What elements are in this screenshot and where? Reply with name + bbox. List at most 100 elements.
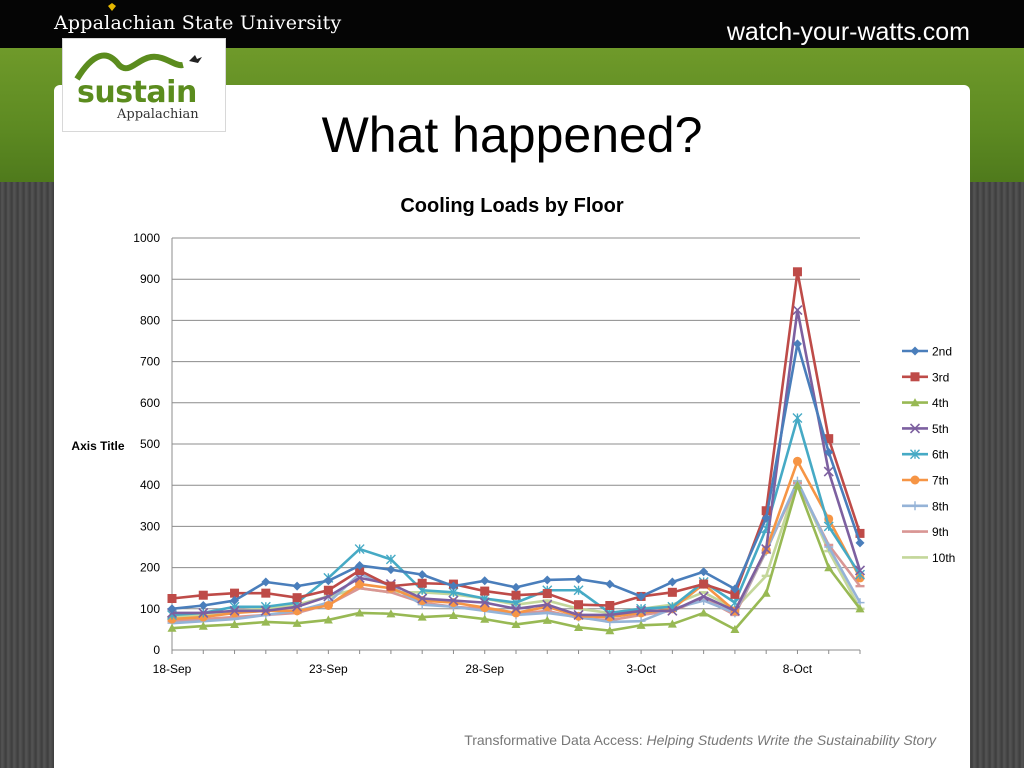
- data-point: [855, 528, 865, 538]
- data-point: [910, 475, 920, 485]
- data-point: [824, 447, 834, 457]
- sustain-logo: sustain Appalachian: [62, 38, 226, 132]
- data-point: [699, 579, 709, 589]
- data-point: [230, 588, 240, 598]
- footer-text: Transformative Data Access:: [464, 732, 647, 748]
- legend-label: 3rd: [932, 370, 949, 384]
- legend-label: 9th: [932, 525, 949, 539]
- data-point: [355, 579, 365, 589]
- x-tick-label: 28-Sep: [465, 662, 504, 676]
- data-point: [824, 563, 834, 572]
- data-point: [761, 574, 771, 578]
- data-point: [636, 620, 646, 629]
- series-line-3rd: [171, 270, 862, 607]
- data-point: [605, 579, 615, 589]
- data-point: [729, 605, 740, 616]
- site-url: watch-your-watts.com: [726, 18, 970, 46]
- data-point: [909, 423, 921, 434]
- data-point: [910, 556, 920, 559]
- data-point: [386, 609, 396, 618]
- y-tick-label: 100: [140, 602, 160, 616]
- data-point: [542, 599, 553, 610]
- data-point: [855, 604, 865, 613]
- data-point: [855, 538, 865, 548]
- slide-panel: [54, 85, 970, 768]
- data-point: [480, 576, 490, 586]
- legend-label: 10th: [932, 551, 955, 565]
- data-point: [355, 565, 365, 575]
- data-point: [792, 413, 803, 424]
- data-point: [417, 612, 427, 621]
- data-point: [198, 607, 209, 618]
- data-point: [511, 590, 521, 600]
- slide-footer: Transformative Data Access: Helping Stud…: [464, 732, 936, 748]
- data-point: [292, 581, 302, 591]
- data-point: [323, 576, 333, 586]
- data-point: [792, 480, 802, 489]
- data-point: [417, 593, 428, 604]
- y-tick-label: 600: [140, 396, 160, 410]
- data-point: [667, 619, 677, 628]
- data-point: [667, 577, 677, 587]
- data-point: [574, 622, 584, 631]
- data-point: [574, 574, 584, 584]
- data-point: [910, 372, 920, 382]
- y-tick-label: 400: [140, 478, 160, 492]
- data-point: [230, 596, 240, 606]
- data-point: [229, 605, 240, 616]
- data-point: [448, 581, 458, 591]
- data-point: [292, 601, 303, 612]
- university-name: Appalachian State University: [54, 12, 342, 34]
- data-point: [323, 601, 333, 611]
- legend-label: 5th: [932, 422, 949, 436]
- data-point: [417, 570, 427, 580]
- data-point: [261, 617, 271, 626]
- y-tick-label: 500: [140, 437, 160, 451]
- legend-label: 7th: [932, 474, 949, 488]
- data-point: [699, 591, 709, 594]
- data-point: [386, 581, 396, 591]
- x-tick-label: 8-Oct: [783, 662, 813, 676]
- data-point: [385, 554, 396, 565]
- data-point: [855, 584, 865, 588]
- data-point: [323, 585, 333, 595]
- data-point: [823, 466, 834, 477]
- data-point: [730, 589, 740, 599]
- data-point: [605, 601, 615, 611]
- data-point: [761, 506, 771, 516]
- x-tick-label: 18-Sep: [153, 662, 192, 676]
- y-tick-label: 700: [140, 355, 160, 369]
- data-point: [511, 619, 521, 629]
- data-point: [699, 608, 709, 617]
- data-point: [542, 589, 552, 599]
- y-tick-label: 0: [153, 643, 160, 657]
- x-tick-label: 3-Oct: [626, 662, 656, 676]
- data-point: [761, 543, 772, 555]
- data-point: [605, 626, 615, 635]
- y-tick-label: 800: [140, 313, 160, 327]
- data-point: [480, 614, 490, 623]
- data-point: [542, 615, 552, 624]
- data-point: [824, 434, 834, 444]
- data-point: [261, 577, 271, 587]
- data-point: [479, 597, 490, 608]
- data-point: [510, 603, 522, 614]
- legend-label: 8th: [932, 499, 949, 513]
- data-point: [198, 590, 208, 600]
- logo-subtitle: Appalachian: [117, 107, 199, 122]
- slide-title: What happened?: [321, 107, 703, 163]
- series-line-5th: [172, 308, 862, 617]
- data-point: [261, 588, 271, 598]
- data-point: [167, 623, 177, 632]
- y-tick-label: 1000: [133, 231, 160, 245]
- data-point: [542, 599, 552, 602]
- data-point: [167, 594, 177, 603]
- legend-label: 4th: [932, 396, 949, 410]
- data-point: [792, 305, 803, 316]
- data-point: [480, 586, 490, 596]
- data-point: [910, 398, 920, 407]
- data-point: [698, 591, 709, 602]
- data-point: [354, 544, 365, 555]
- data-point: [730, 584, 740, 594]
- data-point: [448, 610, 458, 619]
